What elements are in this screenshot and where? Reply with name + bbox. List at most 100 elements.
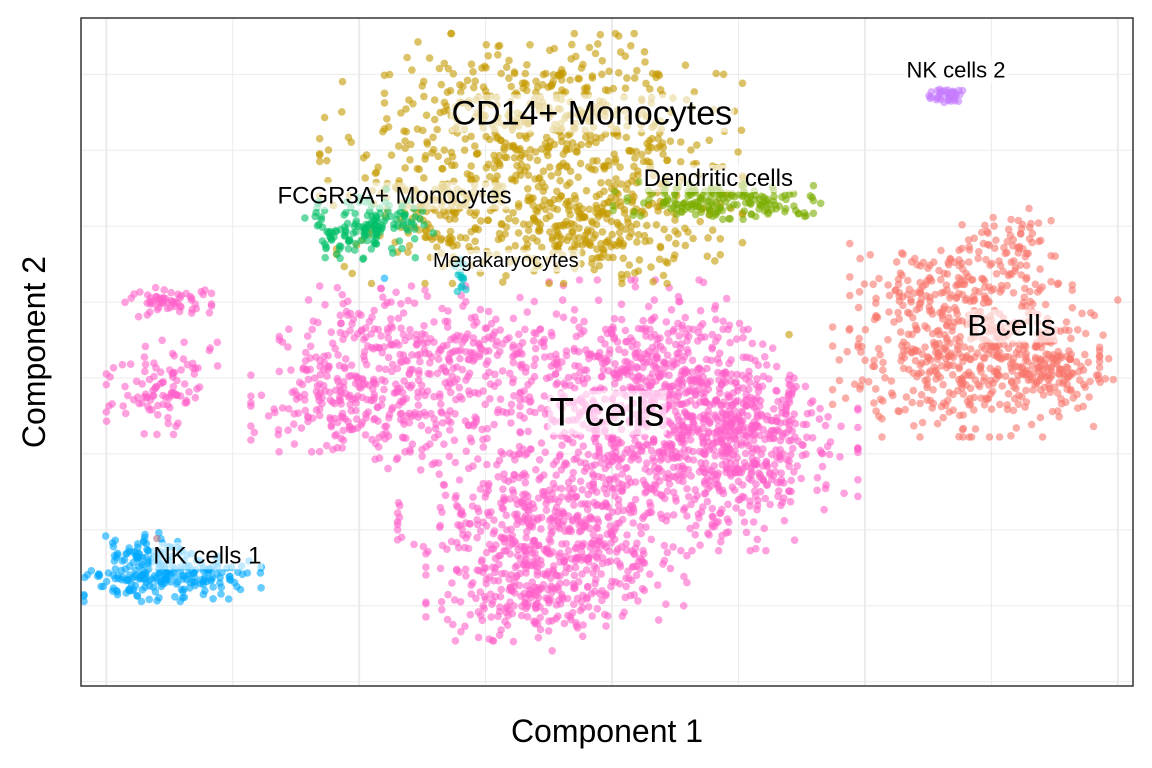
point-t-cells	[711, 452, 720, 460]
point-t-cells	[324, 351, 332, 360]
point-cd14-monocytes	[484, 160, 493, 169]
point-dendritic-cells	[659, 201, 667, 210]
point-b-cells	[916, 399, 924, 408]
point-b-cells	[921, 343, 929, 352]
point-t-cells	[557, 466, 566, 474]
point-b-cells	[911, 254, 919, 263]
point-t-cells	[446, 349, 454, 358]
point-b-cells	[931, 290, 939, 299]
point-t-cells	[602, 543, 610, 551]
point-b-cells	[1052, 360, 1061, 368]
point-t-cells	[507, 525, 515, 534]
point-t-cells	[430, 392, 438, 401]
point-t-cells	[119, 402, 127, 410]
point-t-cells	[569, 600, 578, 609]
point-cd14-monocytes	[324, 146, 333, 154]
point-t-cells	[361, 431, 370, 439]
point-t-cells	[558, 507, 567, 516]
point-cd14-monocytes	[401, 137, 409, 145]
point-b-cells	[1086, 377, 1094, 386]
point-cd14-monocytes	[705, 136, 713, 145]
point-t-cells	[704, 529, 712, 537]
point-t-cells	[482, 579, 491, 588]
point-t-cells	[680, 471, 688, 480]
point-t-cells	[524, 492, 532, 500]
point-t-cells	[578, 570, 586, 578]
point-b-cells	[926, 297, 934, 305]
point-t-cells	[547, 595, 555, 604]
point-b-cells	[1048, 407, 1057, 416]
point-t-cells	[494, 473, 503, 481]
point-t-cells	[408, 351, 416, 359]
point-t-cells	[705, 401, 714, 409]
point-t-cells	[611, 380, 619, 388]
point-b-cells	[955, 432, 963, 441]
point-cd14-monocytes	[418, 82, 427, 90]
point-cd14-monocytes	[447, 29, 456, 38]
point-t-cells	[661, 380, 670, 389]
point-cd14-monocytes	[630, 29, 638, 38]
point-t-cells	[489, 529, 498, 538]
point-b-cells	[990, 222, 998, 230]
point-t-cells	[780, 516, 789, 525]
point-cd14-monocytes	[598, 228, 607, 236]
point-t-cells	[421, 286, 429, 294]
point-cd14-monocytes	[532, 77, 540, 86]
point-cd14-monocytes	[546, 212, 554, 220]
point-cd14-monocytes	[712, 69, 720, 78]
point-cd14-monocytes	[581, 213, 589, 221]
point-nk-cells-1	[233, 582, 241, 591]
point-cd14-monocytes	[637, 150, 646, 159]
point-t-cells	[617, 487, 626, 496]
point-t-cells	[762, 415, 771, 424]
point-t-cells	[406, 332, 414, 341]
point-t-cells	[745, 385, 753, 394]
point-cd14-monocytes	[676, 158, 685, 166]
point-cd14-monocytes	[408, 66, 416, 74]
point-fcgr3a-monocytes	[322, 243, 331, 251]
point-cd14-monocytes	[315, 134, 324, 143]
point-b-cells	[1022, 368, 1030, 376]
point-t-cells	[458, 525, 467, 534]
point-t-cells	[201, 286, 209, 294]
point-fcgr3a-monocytes	[332, 227, 341, 236]
point-t-cells	[465, 387, 473, 395]
point-t-cells	[385, 410, 394, 419]
point-t-cells	[738, 509, 746, 517]
point-t-cells	[511, 589, 519, 597]
point-t-cells	[583, 595, 591, 603]
point-cd14-monocytes	[737, 126, 746, 135]
point-t-cells	[491, 592, 500, 601]
point-t-cells	[578, 486, 586, 494]
point-b-cells	[1068, 304, 1077, 312]
point-t-cells	[452, 501, 461, 510]
point-t-cells	[547, 523, 555, 531]
point-t-cells	[547, 328, 556, 337]
point-t-cells	[653, 581, 662, 589]
point-t-cells	[703, 475, 711, 483]
point-t-cells	[565, 564, 574, 573]
point-t-cells	[485, 540, 494, 549]
point-t-cells	[592, 575, 600, 584]
point-b-cells	[1062, 318, 1071, 326]
point-cd14-monocytes	[566, 179, 574, 187]
point-cd14-monocytes	[559, 222, 568, 230]
point-t-cells	[724, 500, 732, 509]
point-b-cells	[1016, 261, 1025, 269]
point-t-cells	[570, 372, 579, 381]
point-t-cells	[528, 523, 537, 531]
point-t-cells	[321, 301, 329, 309]
point-b-cells	[1085, 393, 1093, 401]
point-t-cells	[626, 591, 635, 600]
point-t-cells	[659, 560, 667, 568]
point-cd14-monocytes	[421, 155, 429, 163]
point-t-cells	[684, 465, 693, 474]
point-t-cells	[154, 411, 162, 419]
point-t-cells	[605, 350, 614, 358]
point-t-cells	[531, 344, 540, 353]
point-cd14-monocytes	[609, 253, 617, 262]
point-b-cells	[898, 271, 906, 280]
point-t-cells	[776, 436, 785, 445]
point-t-cells	[478, 556, 486, 564]
point-t-cells	[496, 551, 505, 560]
